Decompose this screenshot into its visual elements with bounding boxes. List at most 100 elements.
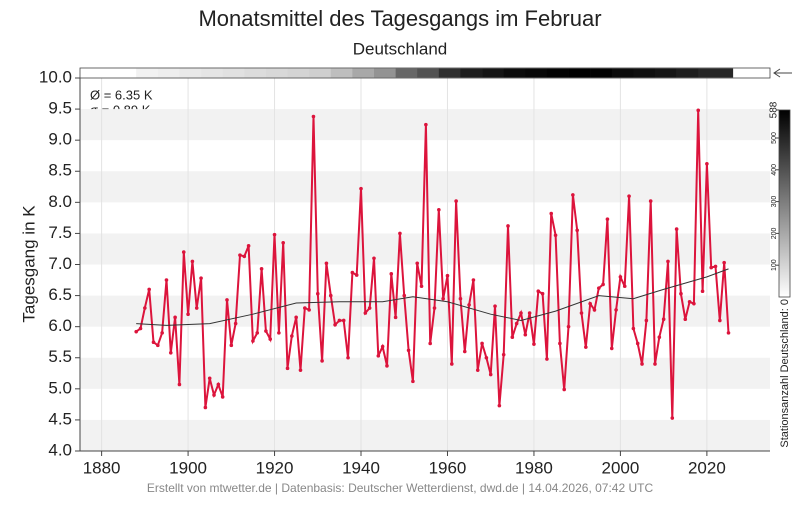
station-cell	[179, 68, 202, 78]
data-point	[428, 341, 432, 346]
data-point	[320, 359, 324, 363]
data-point	[622, 284, 627, 289]
data-point	[424, 122, 428, 127]
data-point	[389, 272, 394, 276]
grid-band	[80, 357, 770, 389]
data-point	[242, 254, 247, 259]
data-point	[454, 199, 458, 203]
data-point	[160, 331, 164, 335]
station-cell	[438, 68, 461, 78]
data-point	[592, 308, 597, 312]
data-point	[605, 217, 610, 221]
data-point	[203, 405, 208, 410]
data-point	[579, 311, 584, 315]
colorbar-label: Stationsanzahl Deutschland: 0	[779, 299, 791, 448]
data-point	[294, 315, 298, 320]
data-point	[277, 331, 281, 335]
station-cell	[460, 68, 483, 78]
colorbar-tick-label: 100	[771, 259, 778, 271]
data-point	[687, 300, 692, 304]
data-point	[398, 231, 402, 236]
grid-band	[80, 419, 770, 451]
y-tick-label: 8.0	[48, 192, 72, 211]
data-point	[709, 265, 714, 270]
data-point	[216, 382, 221, 387]
station-cell	[136, 68, 159, 78]
data-point	[272, 232, 277, 237]
station-cell	[417, 68, 440, 78]
data-point	[367, 306, 372, 310]
data-point	[488, 372, 493, 377]
data-point	[497, 403, 502, 408]
data-point	[484, 355, 489, 360]
y-tick-label: 5.5	[48, 347, 72, 366]
colorbar-tick-label: 400	[771, 164, 778, 176]
trend-line	[136, 268, 729, 326]
data-point	[134, 329, 139, 334]
x-tick-label: 1940	[342, 458, 380, 477]
grid-band	[80, 233, 770, 265]
data-point	[661, 317, 666, 322]
x-tick-label: 2000	[601, 458, 639, 477]
data-point	[233, 321, 238, 326]
data-point	[462, 349, 467, 354]
colorbar-tick-label: 300	[771, 196, 778, 208]
station-cell	[590, 68, 613, 78]
data-point	[501, 352, 506, 357]
data-point	[138, 326, 143, 331]
y-tick-label: 8.5	[48, 161, 72, 180]
data-point	[566, 324, 571, 329]
data-point	[303, 306, 307, 310]
data-point	[635, 341, 640, 346]
data-point	[181, 250, 186, 254]
data-point	[238, 253, 242, 257]
data-point	[190, 259, 195, 264]
data-point	[700, 289, 705, 294]
data-point	[506, 224, 510, 228]
station-cell	[655, 68, 677, 78]
colorbar-tick-label: 588	[769, 101, 780, 118]
data-point	[722, 260, 726, 265]
data-point	[259, 267, 264, 271]
data-line	[135, 110, 730, 419]
data-point	[147, 287, 151, 292]
data-point	[212, 393, 216, 397]
data-point	[480, 341, 484, 346]
data-point	[225, 298, 229, 302]
data-point	[527, 311, 532, 315]
data-point	[523, 332, 528, 337]
data-point	[333, 323, 337, 327]
data-point	[419, 284, 424, 289]
data-point	[614, 308, 618, 312]
station-cell	[503, 68, 526, 78]
data-point	[220, 395, 225, 399]
chart-subtitle: Deutschland	[353, 39, 448, 58]
data-point	[445, 273, 450, 278]
data-point	[156, 343, 160, 348]
data-point	[575, 228, 579, 233]
station-cell	[330, 68, 353, 78]
data-point	[346, 355, 350, 360]
station-cell	[309, 68, 332, 78]
station-cell	[698, 68, 721, 78]
data-point	[415, 261, 420, 266]
data-point	[376, 354, 381, 358]
data-point	[631, 326, 636, 331]
data-point	[475, 368, 480, 372]
x-tick-label: 1980	[515, 458, 553, 477]
data-point	[337, 318, 342, 323]
station-cell	[611, 68, 634, 78]
station-cell	[395, 68, 418, 78]
x-tick-label: 1880	[83, 458, 121, 477]
data-point	[164, 278, 169, 282]
data-point	[601, 282, 605, 287]
data-point	[402, 293, 407, 298]
data-point	[653, 362, 657, 366]
data-point	[549, 211, 554, 216]
data-point	[311, 114, 316, 119]
data-point	[298, 368, 303, 372]
data-point	[670, 416, 675, 420]
data-point	[519, 311, 523, 315]
station-cell	[265, 68, 288, 78]
y-tick-label: 4.0	[48, 440, 72, 459]
